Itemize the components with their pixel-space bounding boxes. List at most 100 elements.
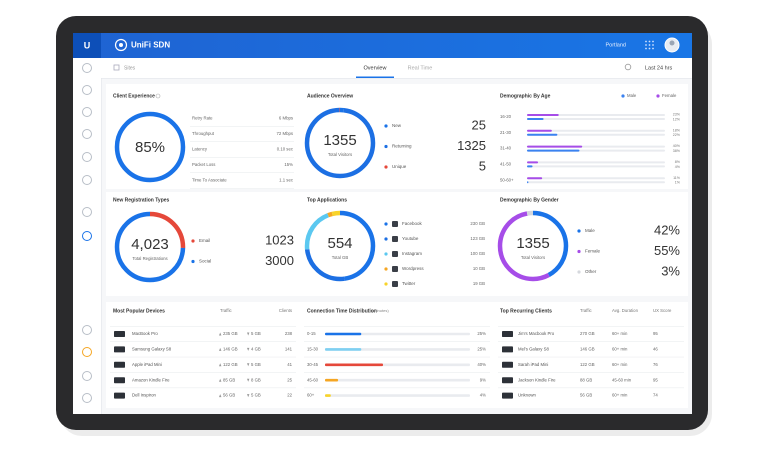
donut-segment bbox=[304, 210, 376, 282]
sidebar-icon[interactable] bbox=[82, 85, 92, 95]
apps-grid-dot bbox=[645, 40, 647, 43]
legend-value: 1023 bbox=[265, 232, 294, 247]
distribution-bar bbox=[325, 378, 339, 382]
row-divider bbox=[304, 372, 490, 373]
client-traffic: 270 GB bbox=[580, 331, 595, 336]
bar-track bbox=[527, 133, 665, 136]
age-bar bbox=[527, 149, 580, 152]
device-thumb bbox=[114, 346, 125, 353]
device-thumb bbox=[502, 361, 513, 368]
down-arrow bbox=[247, 347, 250, 351]
client-duration: 45-60 min bbox=[612, 377, 632, 382]
bar-track bbox=[325, 332, 470, 336]
donut-total: 554 bbox=[327, 235, 352, 252]
sidebar-icon[interactable] bbox=[82, 325, 92, 335]
age-percent: 11% bbox=[673, 176, 681, 180]
row-divider bbox=[190, 157, 294, 158]
tab[interactable]: Overview bbox=[364, 65, 387, 71]
column-header: Clients bbox=[279, 308, 292, 313]
legend-label: Female bbox=[662, 93, 677, 98]
donut-caption: Total Visitors bbox=[328, 152, 352, 157]
sidebar-icon[interactable] bbox=[82, 107, 92, 117]
traffic-up: 146 GB bbox=[223, 347, 238, 352]
row-divider bbox=[190, 172, 294, 173]
client-name: Jackson Kindle Fire bbox=[518, 377, 556, 382]
tab[interactable]: Real Time bbox=[408, 65, 433, 71]
column-header: UX Score bbox=[653, 308, 672, 313]
device-thumb bbox=[502, 392, 513, 399]
donut-segment bbox=[497, 210, 569, 282]
apps-grid-dot bbox=[645, 44, 647, 46]
client-duration: 60+ min bbox=[612, 362, 628, 367]
up-arrow bbox=[219, 332, 222, 336]
sidebar-icon[interactable] bbox=[82, 347, 92, 357]
distribution-percent: 9% bbox=[480, 377, 486, 382]
panel bbox=[494, 302, 688, 408]
legend-dot bbox=[577, 249, 581, 254]
age-label: 50-60+ bbox=[500, 177, 514, 182]
app-icon bbox=[392, 281, 398, 287]
brand-icon-dot bbox=[119, 43, 123, 47]
sidebar-icon[interactable] bbox=[82, 207, 92, 217]
metric-label: Packet Loss bbox=[192, 162, 215, 167]
sidebar-border bbox=[101, 58, 102, 414]
panel bbox=[106, 302, 300, 408]
ux-score: 46 bbox=[653, 347, 658, 352]
bar-track bbox=[527, 161, 665, 164]
legend-value: 5 bbox=[479, 158, 486, 173]
legend-value: 3% bbox=[661, 263, 680, 278]
traffic-down: 5 GB bbox=[251, 362, 261, 367]
sidebar-icon[interactable] bbox=[82, 129, 92, 139]
legend-label: Email bbox=[199, 238, 210, 243]
app-traffic: 10 GB bbox=[473, 266, 485, 271]
sidebar-icon[interactable] bbox=[82, 393, 92, 403]
legend-dot bbox=[384, 267, 388, 271]
legend-label: Male bbox=[627, 93, 637, 98]
sidebar-icon[interactable] bbox=[82, 152, 92, 162]
sidebar-icon[interactable] bbox=[82, 63, 92, 73]
search-icon[interactable] bbox=[624, 63, 632, 71]
distribution-bar bbox=[325, 394, 331, 397]
row-divider bbox=[304, 341, 490, 342]
row-divider bbox=[190, 188, 294, 189]
device-name: Dell Inspiron bbox=[132, 393, 156, 398]
sites-link[interactable]: Sites bbox=[124, 65, 136, 71]
range-label: 60+ bbox=[307, 393, 315, 398]
age-bar bbox=[527, 133, 558, 136]
client-traffic: 88 GB bbox=[580, 377, 592, 382]
sidebar-icon[interactable] bbox=[82, 175, 92, 185]
row-divider bbox=[498, 372, 684, 373]
legend-value: 55% bbox=[654, 243, 680, 258]
age-percent: 12% bbox=[673, 117, 681, 121]
ux-score: 76 bbox=[653, 362, 658, 367]
legend-dot bbox=[621, 94, 625, 98]
row-divider bbox=[498, 387, 684, 389]
up-arrow bbox=[219, 394, 222, 398]
age-bar bbox=[527, 114, 559, 116]
apps-grid-dot bbox=[648, 40, 651, 43]
sidebar-icon[interactable] bbox=[82, 371, 92, 381]
time-range[interactable]: Last 24 hrs bbox=[645, 65, 672, 71]
bar-track bbox=[527, 177, 665, 180]
sidebar-icon[interactable] bbox=[82, 231, 92, 241]
device-thumb bbox=[114, 392, 125, 399]
donut-caption: Total GB bbox=[332, 255, 349, 260]
app-traffic: 123 GB bbox=[470, 236, 485, 241]
donut-total: 1355 bbox=[323, 132, 356, 149]
column-header: Traffic bbox=[580, 308, 593, 313]
client-count: 141 bbox=[285, 347, 293, 352]
column-header: Traffic bbox=[220, 308, 233, 313]
app-name: Instagram bbox=[402, 251, 422, 256]
app-name: Wordpress bbox=[402, 266, 424, 271]
age-bar bbox=[527, 161, 539, 164]
up-arrow bbox=[219, 363, 222, 367]
metric-label: Time To Associate bbox=[192, 178, 227, 183]
site-name[interactable]: Portland bbox=[606, 42, 627, 48]
row-divider bbox=[304, 326, 490, 327]
app-name: Youtube bbox=[402, 236, 419, 241]
legend-dot bbox=[191, 239, 195, 243]
distribution-percent: 25% bbox=[477, 331, 486, 336]
age-label: 16-20 bbox=[500, 114, 512, 119]
donut-segment bbox=[304, 107, 376, 179]
